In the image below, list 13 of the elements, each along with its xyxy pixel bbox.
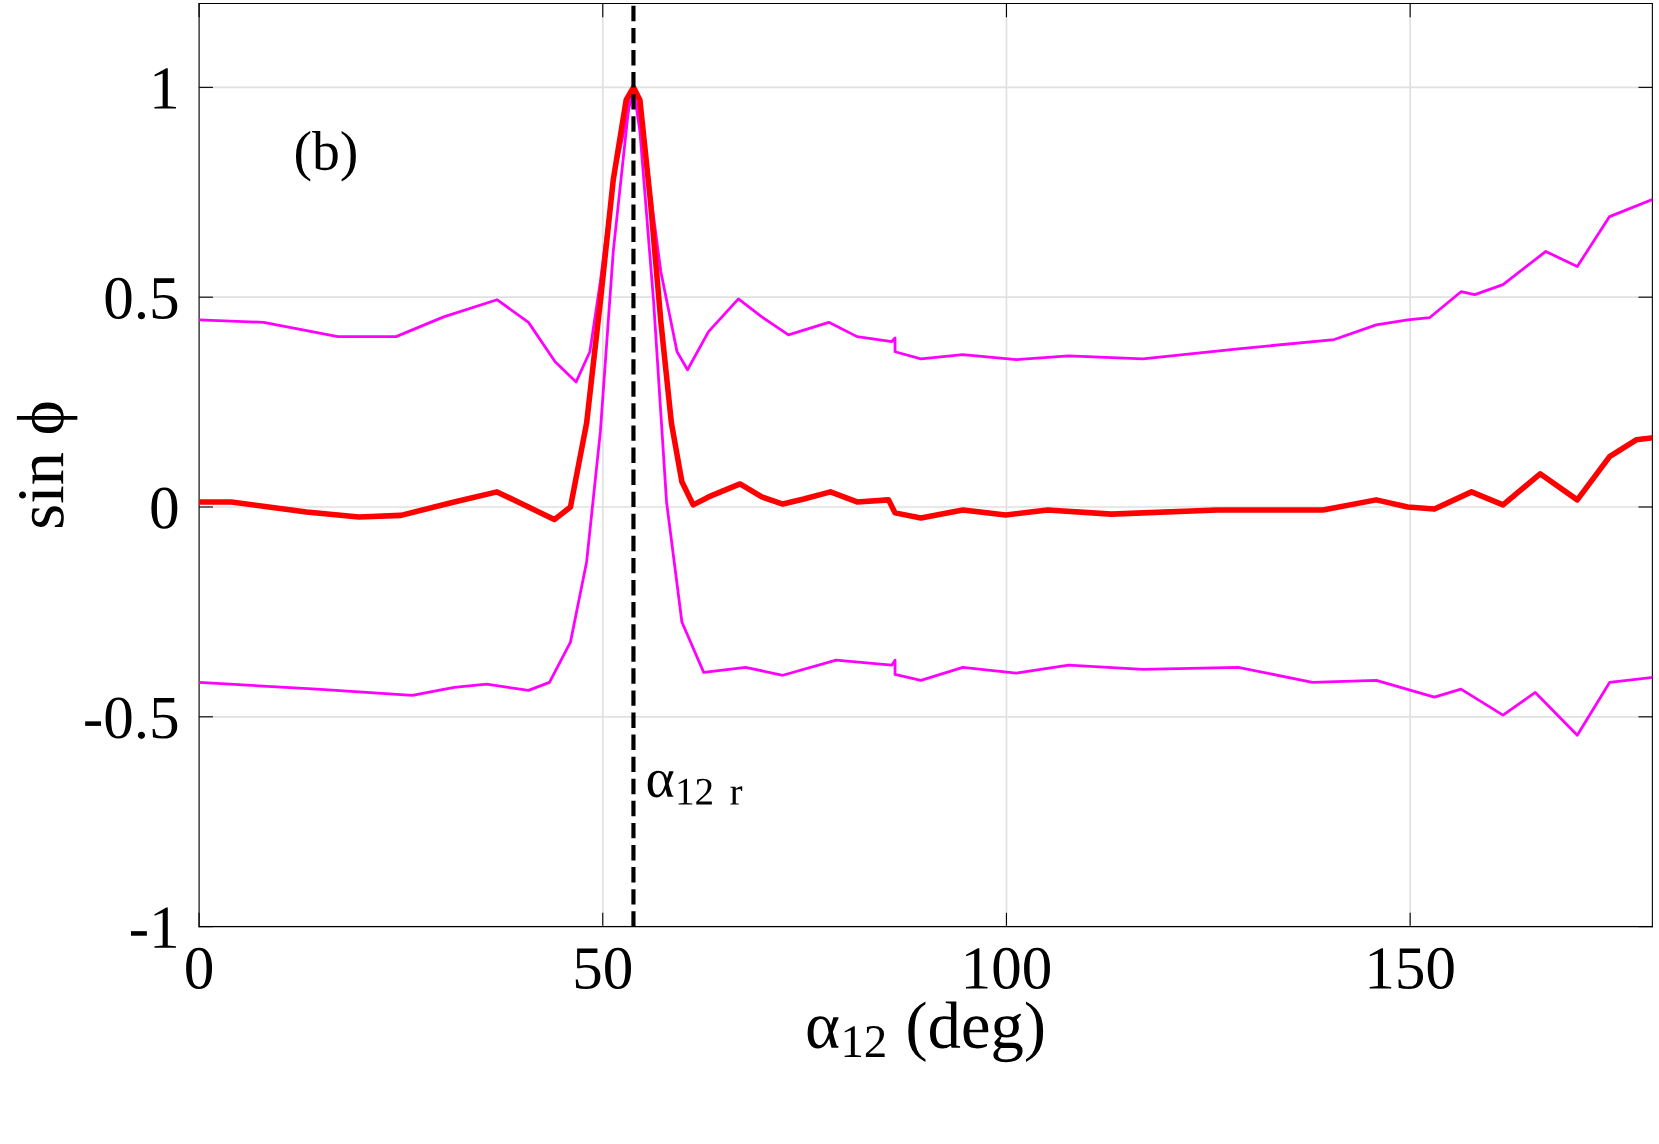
y-tick-label: -0.5: [85, 697, 178, 739]
annotation: (b): [295, 131, 356, 182]
x-tick-label: 0: [186, 947, 213, 990]
y-tick-label: 0: [151, 487, 178, 529]
x-tick-label: 50: [575, 947, 631, 990]
x-tick-label: 100: [966, 947, 1050, 990]
x-tick-label: 150: [1369, 947, 1454, 990]
x-axis-title: α$_{12}$ (deg): [807, 1001, 1044, 1063]
y-tick-label: 1: [154, 68, 176, 109]
y-tick-label: 0.5: [105, 277, 178, 320]
y-tick-label: -1: [131, 907, 176, 948]
ref-line-label: α$_{12 r}$: [647, 770, 743, 805]
y-axis-title: sin ϕ: [16, 402, 78, 528]
